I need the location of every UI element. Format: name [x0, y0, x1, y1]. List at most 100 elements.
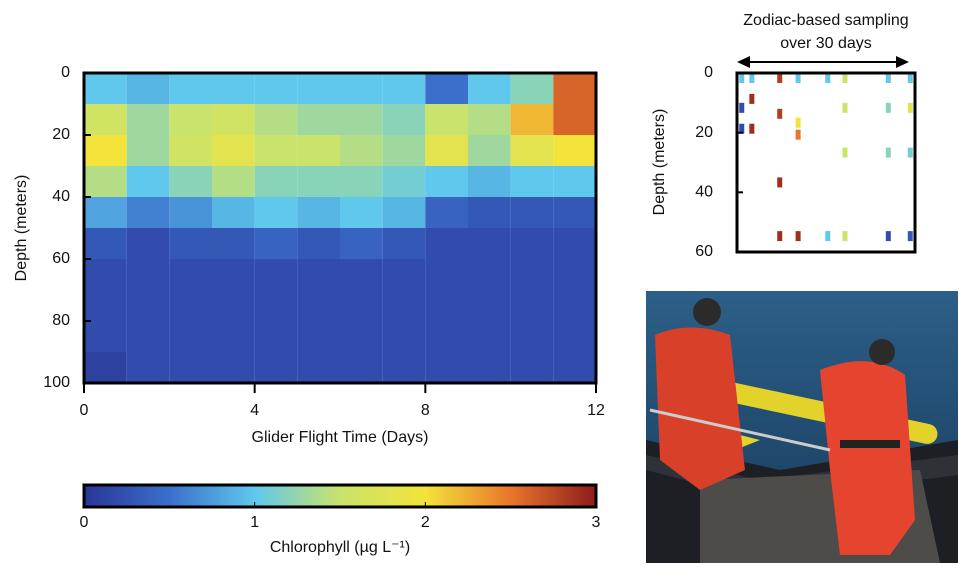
photo — [646, 291, 958, 563]
heat-cell — [425, 228, 468, 259]
heat-cell — [297, 104, 340, 135]
heat-cell — [340, 197, 383, 228]
heat-cell — [553, 104, 596, 135]
sample — [739, 102, 745, 113]
heat-cell — [126, 197, 170, 228]
heat-cell — [425, 104, 468, 135]
heat-cell — [254, 228, 298, 259]
sample — [795, 73, 801, 83]
heat-cell — [382, 259, 426, 290]
heat-cell — [297, 166, 340, 197]
heat-cell — [212, 104, 255, 135]
heat-cell — [382, 290, 426, 321]
heat-cell — [254, 290, 298, 321]
heat-cell — [553, 290, 596, 321]
heat-cell — [297, 290, 340, 321]
sample — [795, 129, 801, 140]
heat-cell — [340, 135, 383, 166]
heat-cell — [425, 259, 468, 290]
heat-cell — [510, 290, 554, 321]
heat-cell — [510, 135, 554, 166]
heat-cell — [425, 197, 468, 228]
heat-cell — [169, 228, 212, 259]
y-axis-title: Depth (meters) — [651, 109, 668, 216]
plot-axes — [735, 71, 917, 254]
heat-cell — [169, 321, 212, 352]
heat-cell — [84, 228, 127, 259]
heat-cell — [126, 228, 170, 259]
heat-cell — [169, 73, 212, 104]
heat-cell — [84, 352, 127, 383]
sample — [885, 231, 891, 242]
heat-cell — [126, 290, 170, 321]
sample — [907, 147, 913, 158]
heat-cell — [382, 73, 426, 104]
heat-cell — [169, 135, 212, 166]
heat-cell — [84, 259, 127, 290]
sample — [739, 123, 745, 134]
heat-cell — [254, 104, 298, 135]
heat-cell — [382, 166, 426, 197]
heat-cell — [84, 166, 127, 197]
heat-cell — [84, 73, 127, 104]
y-tick-label: 60 — [695, 243, 713, 260]
heat-cell — [254, 197, 298, 228]
heat-cell — [553, 259, 596, 290]
heat-cell — [510, 197, 554, 228]
sample — [885, 147, 891, 158]
heat-cell — [169, 197, 212, 228]
colorbar-tick-label: 0 — [80, 514, 89, 531]
heat-cell — [212, 197, 255, 228]
heat-cell — [212, 352, 255, 383]
sample — [842, 231, 848, 242]
heat-cell — [553, 73, 596, 104]
heat-cell — [126, 166, 170, 197]
heat-cell — [468, 321, 511, 352]
heat-cell — [382, 352, 426, 383]
heat-cell — [297, 73, 340, 104]
heat-cell — [126, 352, 170, 383]
heat-cell — [212, 259, 255, 290]
heat-cell — [212, 135, 255, 166]
heat-cell — [382, 321, 426, 352]
x-tick-label: 0 — [80, 402, 89, 419]
sample — [749, 93, 755, 104]
heat-cell — [254, 166, 298, 197]
heat-cell — [425, 352, 468, 383]
heat-cell — [340, 166, 383, 197]
colorbar-tick-label: 2 — [421, 514, 430, 531]
colorbar-tick-label: 1 — [250, 514, 259, 531]
heat-cell — [84, 321, 127, 352]
heat-cell — [340, 259, 383, 290]
sample — [795, 117, 801, 128]
heat-cell — [126, 321, 170, 352]
heat-cell — [212, 321, 255, 352]
heat-cell — [254, 73, 298, 104]
heat-cell — [254, 321, 298, 352]
heat-cell — [510, 73, 554, 104]
sample — [739, 73, 745, 83]
heat-cell — [254, 259, 298, 290]
sample — [777, 73, 783, 83]
heat-cell — [510, 104, 554, 135]
sample — [885, 73, 891, 83]
y-tick-label: 60 — [52, 250, 70, 267]
heat-cell — [297, 321, 340, 352]
sample — [907, 231, 913, 242]
colorbar-tick-label: 3 — [592, 514, 601, 531]
sample — [777, 108, 783, 119]
heat-cell — [425, 321, 468, 352]
heat-cell — [297, 197, 340, 228]
heat-cell — [553, 197, 596, 228]
heat-cell — [510, 166, 554, 197]
heat-cell — [382, 228, 426, 259]
heat-cell — [468, 166, 511, 197]
plot-frame — [82, 71, 598, 385]
chart-title: over 30 days — [780, 35, 872, 52]
y-tick-label: 20 — [52, 126, 70, 143]
sample — [842, 73, 848, 83]
heat-cell — [84, 197, 127, 228]
heat-cell — [425, 290, 468, 321]
heat-cell — [340, 104, 383, 135]
